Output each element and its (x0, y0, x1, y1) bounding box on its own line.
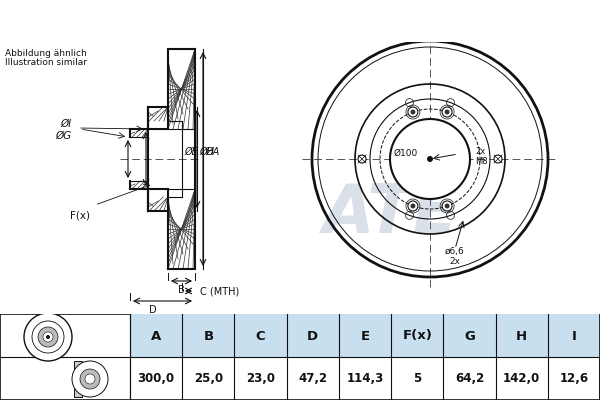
Circle shape (24, 313, 72, 361)
Text: 142,0: 142,0 (503, 372, 540, 386)
Text: ØH: ØH (199, 147, 214, 157)
Bar (148, 107, 168, 121)
Text: B: B (178, 285, 185, 295)
Circle shape (408, 107, 418, 117)
Circle shape (390, 119, 470, 199)
Text: 47,2: 47,2 (298, 372, 328, 386)
Circle shape (410, 204, 415, 208)
Text: 5: 5 (413, 372, 421, 386)
Text: C: C (256, 330, 265, 342)
Text: Ø100: Ø100 (394, 149, 418, 158)
Text: 300,0: 300,0 (137, 372, 175, 386)
Text: 114,3: 114,3 (346, 372, 383, 386)
Text: F(x): F(x) (70, 211, 90, 221)
Circle shape (72, 361, 108, 397)
Circle shape (358, 155, 366, 163)
Bar (168, 189, 195, 269)
Circle shape (494, 155, 502, 163)
Text: 25,0: 25,0 (194, 372, 223, 386)
Text: ØI: ØI (60, 119, 71, 129)
Circle shape (442, 107, 452, 117)
Text: 24.0125-0174.1    425174: 24.0125-0174.1 425174 (130, 9, 470, 33)
Circle shape (43, 332, 53, 342)
Bar (168, 121, 182, 129)
Bar (130, 314, 600, 357)
Text: F(x): F(x) (402, 330, 432, 342)
Circle shape (32, 321, 64, 353)
Circle shape (445, 110, 449, 114)
Bar (130, 181, 148, 189)
Text: E: E (361, 330, 370, 342)
Text: Illustration similar: Illustration similar (5, 58, 87, 67)
Text: 2x: 2x (475, 147, 485, 156)
Text: 64,2: 64,2 (455, 372, 484, 386)
Text: D: D (307, 330, 319, 342)
Circle shape (85, 374, 95, 384)
Bar (74, 361, 82, 397)
Text: Abbildung ähnlich: Abbildung ähnlich (5, 49, 87, 58)
Circle shape (442, 201, 452, 211)
Text: 23,0: 23,0 (246, 372, 275, 386)
Text: D: D (149, 305, 157, 315)
Circle shape (46, 335, 50, 339)
Text: 12,6: 12,6 (559, 372, 589, 386)
Text: A: A (151, 330, 161, 342)
Text: H: H (516, 330, 527, 342)
Text: ø6,6: ø6,6 (445, 247, 465, 256)
Text: B: B (203, 330, 214, 342)
Text: ØA: ØA (205, 147, 219, 157)
Circle shape (410, 110, 415, 114)
Text: 2x: 2x (449, 257, 461, 266)
Text: ATE: ATE (322, 181, 458, 247)
Text: G: G (464, 330, 475, 342)
Text: M8: M8 (475, 157, 488, 166)
Bar (168, 49, 195, 129)
Text: C (MTH): C (MTH) (200, 286, 239, 296)
Circle shape (408, 201, 418, 211)
Circle shape (80, 369, 100, 389)
Bar (130, 129, 148, 137)
Text: I: I (571, 330, 577, 342)
Bar (168, 189, 182, 197)
Circle shape (38, 327, 58, 347)
Text: ØG: ØG (55, 131, 71, 141)
Circle shape (427, 156, 433, 162)
Text: ØE: ØE (184, 147, 198, 157)
Circle shape (445, 204, 449, 208)
Bar (148, 197, 168, 211)
